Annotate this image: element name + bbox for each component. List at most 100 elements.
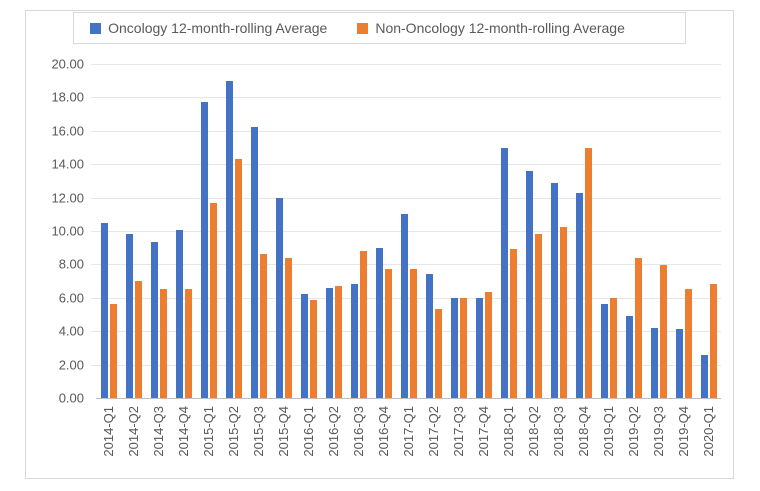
legend-label-oncology: Oncology 12-month-rolling Average bbox=[108, 20, 328, 36]
x-tick-cell: 2015-Q1 bbox=[196, 403, 221, 478]
bar-oncology bbox=[475, 297, 483, 398]
bar-non-oncology bbox=[334, 286, 342, 398]
y-tick-label: 4.00 bbox=[58, 323, 84, 339]
y-tick-label: 8.00 bbox=[58, 256, 84, 272]
x-tick-label: 2015-Q1 bbox=[201, 406, 216, 457]
bar-oncology bbox=[525, 170, 533, 398]
category-group bbox=[546, 64, 571, 398]
legend-item-oncology: Oncology 12-month-rolling Average bbox=[90, 20, 327, 36]
bar-non-oncology bbox=[234, 159, 242, 398]
bar-oncology bbox=[550, 182, 558, 398]
category-group bbox=[321, 64, 346, 398]
x-tick-cell: 2014-Q3 bbox=[146, 403, 171, 478]
bar-non-oncology bbox=[409, 269, 417, 398]
y-tick-label: 12.00 bbox=[51, 190, 84, 206]
x-tick-label: 2014-Q3 bbox=[151, 406, 166, 457]
x-tick-label: 2014-Q2 bbox=[126, 406, 141, 457]
x-tick-label: 2018-Q2 bbox=[526, 406, 541, 457]
x-tick-label: 2017-Q3 bbox=[451, 406, 466, 457]
x-tick-label: 2015-Q4 bbox=[276, 406, 291, 457]
bar-non-oncology bbox=[709, 284, 717, 398]
x-tick-label: 2018-Q1 bbox=[501, 406, 516, 457]
bar-oncology bbox=[575, 192, 583, 398]
y-tick-label: 0.00 bbox=[58, 390, 84, 406]
category-group bbox=[571, 64, 596, 398]
x-tick-label: 2018-Q3 bbox=[551, 406, 566, 457]
x-tick-cell: 2018-Q1 bbox=[496, 403, 521, 478]
bar-non-oncology bbox=[609, 297, 617, 398]
x-tick-label: 2019-Q4 bbox=[676, 406, 691, 457]
gridline bbox=[91, 64, 721, 65]
bar-non-oncology bbox=[559, 226, 567, 398]
y-tick-label: 16.00 bbox=[51, 123, 84, 139]
y-tick-label: 2.00 bbox=[58, 357, 84, 373]
x-tick-label: 2016-Q3 bbox=[351, 406, 366, 457]
category-group bbox=[496, 64, 521, 398]
x-tick-cell: 2015-Q2 bbox=[221, 403, 246, 478]
bar-oncology bbox=[325, 287, 333, 398]
bar-oncology bbox=[350, 284, 358, 398]
x-tick-cell: 2016-Q1 bbox=[296, 403, 321, 478]
legend-box: Oncology 12-month-rolling Average Non-On… bbox=[73, 12, 686, 44]
x-tick-cell: 2016-Q3 bbox=[346, 403, 371, 478]
x-tick-cell: 2020-Q1 bbox=[696, 403, 721, 478]
category-group bbox=[471, 64, 496, 398]
x-tick-label: 2017-Q2 bbox=[426, 406, 441, 457]
category-group bbox=[596, 64, 621, 398]
bar-non-oncology bbox=[659, 265, 667, 398]
x-tick-label: 2020-Q1 bbox=[701, 406, 716, 457]
x-tick-label: 2014-Q1 bbox=[101, 406, 116, 457]
y-tick-label: 14.00 bbox=[51, 156, 84, 172]
bar-non-oncology bbox=[509, 249, 517, 398]
x-tick-label: 2018-Q4 bbox=[576, 406, 591, 457]
bar-oncology bbox=[375, 247, 383, 398]
oncology-legend-swatch-icon bbox=[90, 22, 102, 34]
y-axis-labels: 0.00 2.00 4.00 6.00 8.00 10.00 12.00 14.00 16.00… bbox=[26, 57, 84, 406]
x-tick-cell: 2016-Q2 bbox=[321, 403, 346, 478]
gridline bbox=[91, 197, 721, 199]
x-tick-cell: 2018-Q4 bbox=[571, 403, 596, 478]
category-group bbox=[146, 64, 171, 398]
category-group bbox=[121, 64, 146, 398]
legend: Oncology 12-month-rolling Average Non-On… bbox=[26, 12, 733, 44]
x-tick-label: 2017-Q4 bbox=[476, 406, 491, 457]
bar-oncology bbox=[425, 273, 433, 398]
bar-non-oncology bbox=[109, 304, 117, 398]
bar-oncology bbox=[675, 328, 683, 398]
gridline bbox=[91, 130, 721, 132]
x-tick-cell: 2019-Q4 bbox=[671, 403, 696, 478]
bar-non-oncology bbox=[459, 297, 467, 398]
bar-oncology bbox=[450, 297, 458, 398]
bar-oncology bbox=[700, 355, 708, 398]
bar-non-oncology bbox=[259, 254, 267, 398]
bar-non-oncology bbox=[209, 203, 217, 398]
category-group bbox=[646, 64, 671, 398]
x-axis-labels: 2014-Q1 2014-Q2 2014-Q3 2014-Q4 2015-Q1 2015-… bbox=[96, 403, 721, 478]
bar-oncology bbox=[625, 316, 633, 398]
bar-oncology bbox=[150, 241, 158, 398]
bar-non-oncology bbox=[359, 251, 367, 398]
x-tick-label: 2016-Q2 bbox=[326, 406, 341, 457]
x-tick-label: 2019-Q2 bbox=[626, 406, 641, 457]
category-group bbox=[246, 64, 271, 398]
category-group bbox=[221, 64, 246, 398]
x-tick-cell: 2015-Q4 bbox=[271, 403, 296, 478]
plot-area bbox=[91, 64, 721, 399]
x-tick-label: 2016-Q4 bbox=[376, 406, 391, 457]
legend-item-non-oncology: Non-Oncology 12-month-rolling Average bbox=[357, 20, 625, 36]
x-tick-cell: 2014-Q4 bbox=[171, 403, 196, 478]
x-tick-cell: 2019-Q1 bbox=[596, 403, 621, 478]
non-oncology-legend-swatch-icon bbox=[357, 22, 369, 34]
bar-non-oncology bbox=[184, 289, 192, 398]
category-group bbox=[521, 64, 546, 398]
gridline bbox=[91, 97, 721, 99]
category-group bbox=[171, 64, 196, 398]
x-tick-label: 2015-Q2 bbox=[226, 406, 241, 457]
category-group bbox=[346, 64, 371, 398]
bar-oncology bbox=[100, 222, 108, 398]
x-tick-label: 2015-Q3 bbox=[251, 406, 266, 457]
bars-row bbox=[96, 64, 721, 398]
category-group bbox=[96, 64, 121, 398]
bar-non-oncology bbox=[134, 281, 142, 398]
category-group bbox=[446, 64, 471, 398]
